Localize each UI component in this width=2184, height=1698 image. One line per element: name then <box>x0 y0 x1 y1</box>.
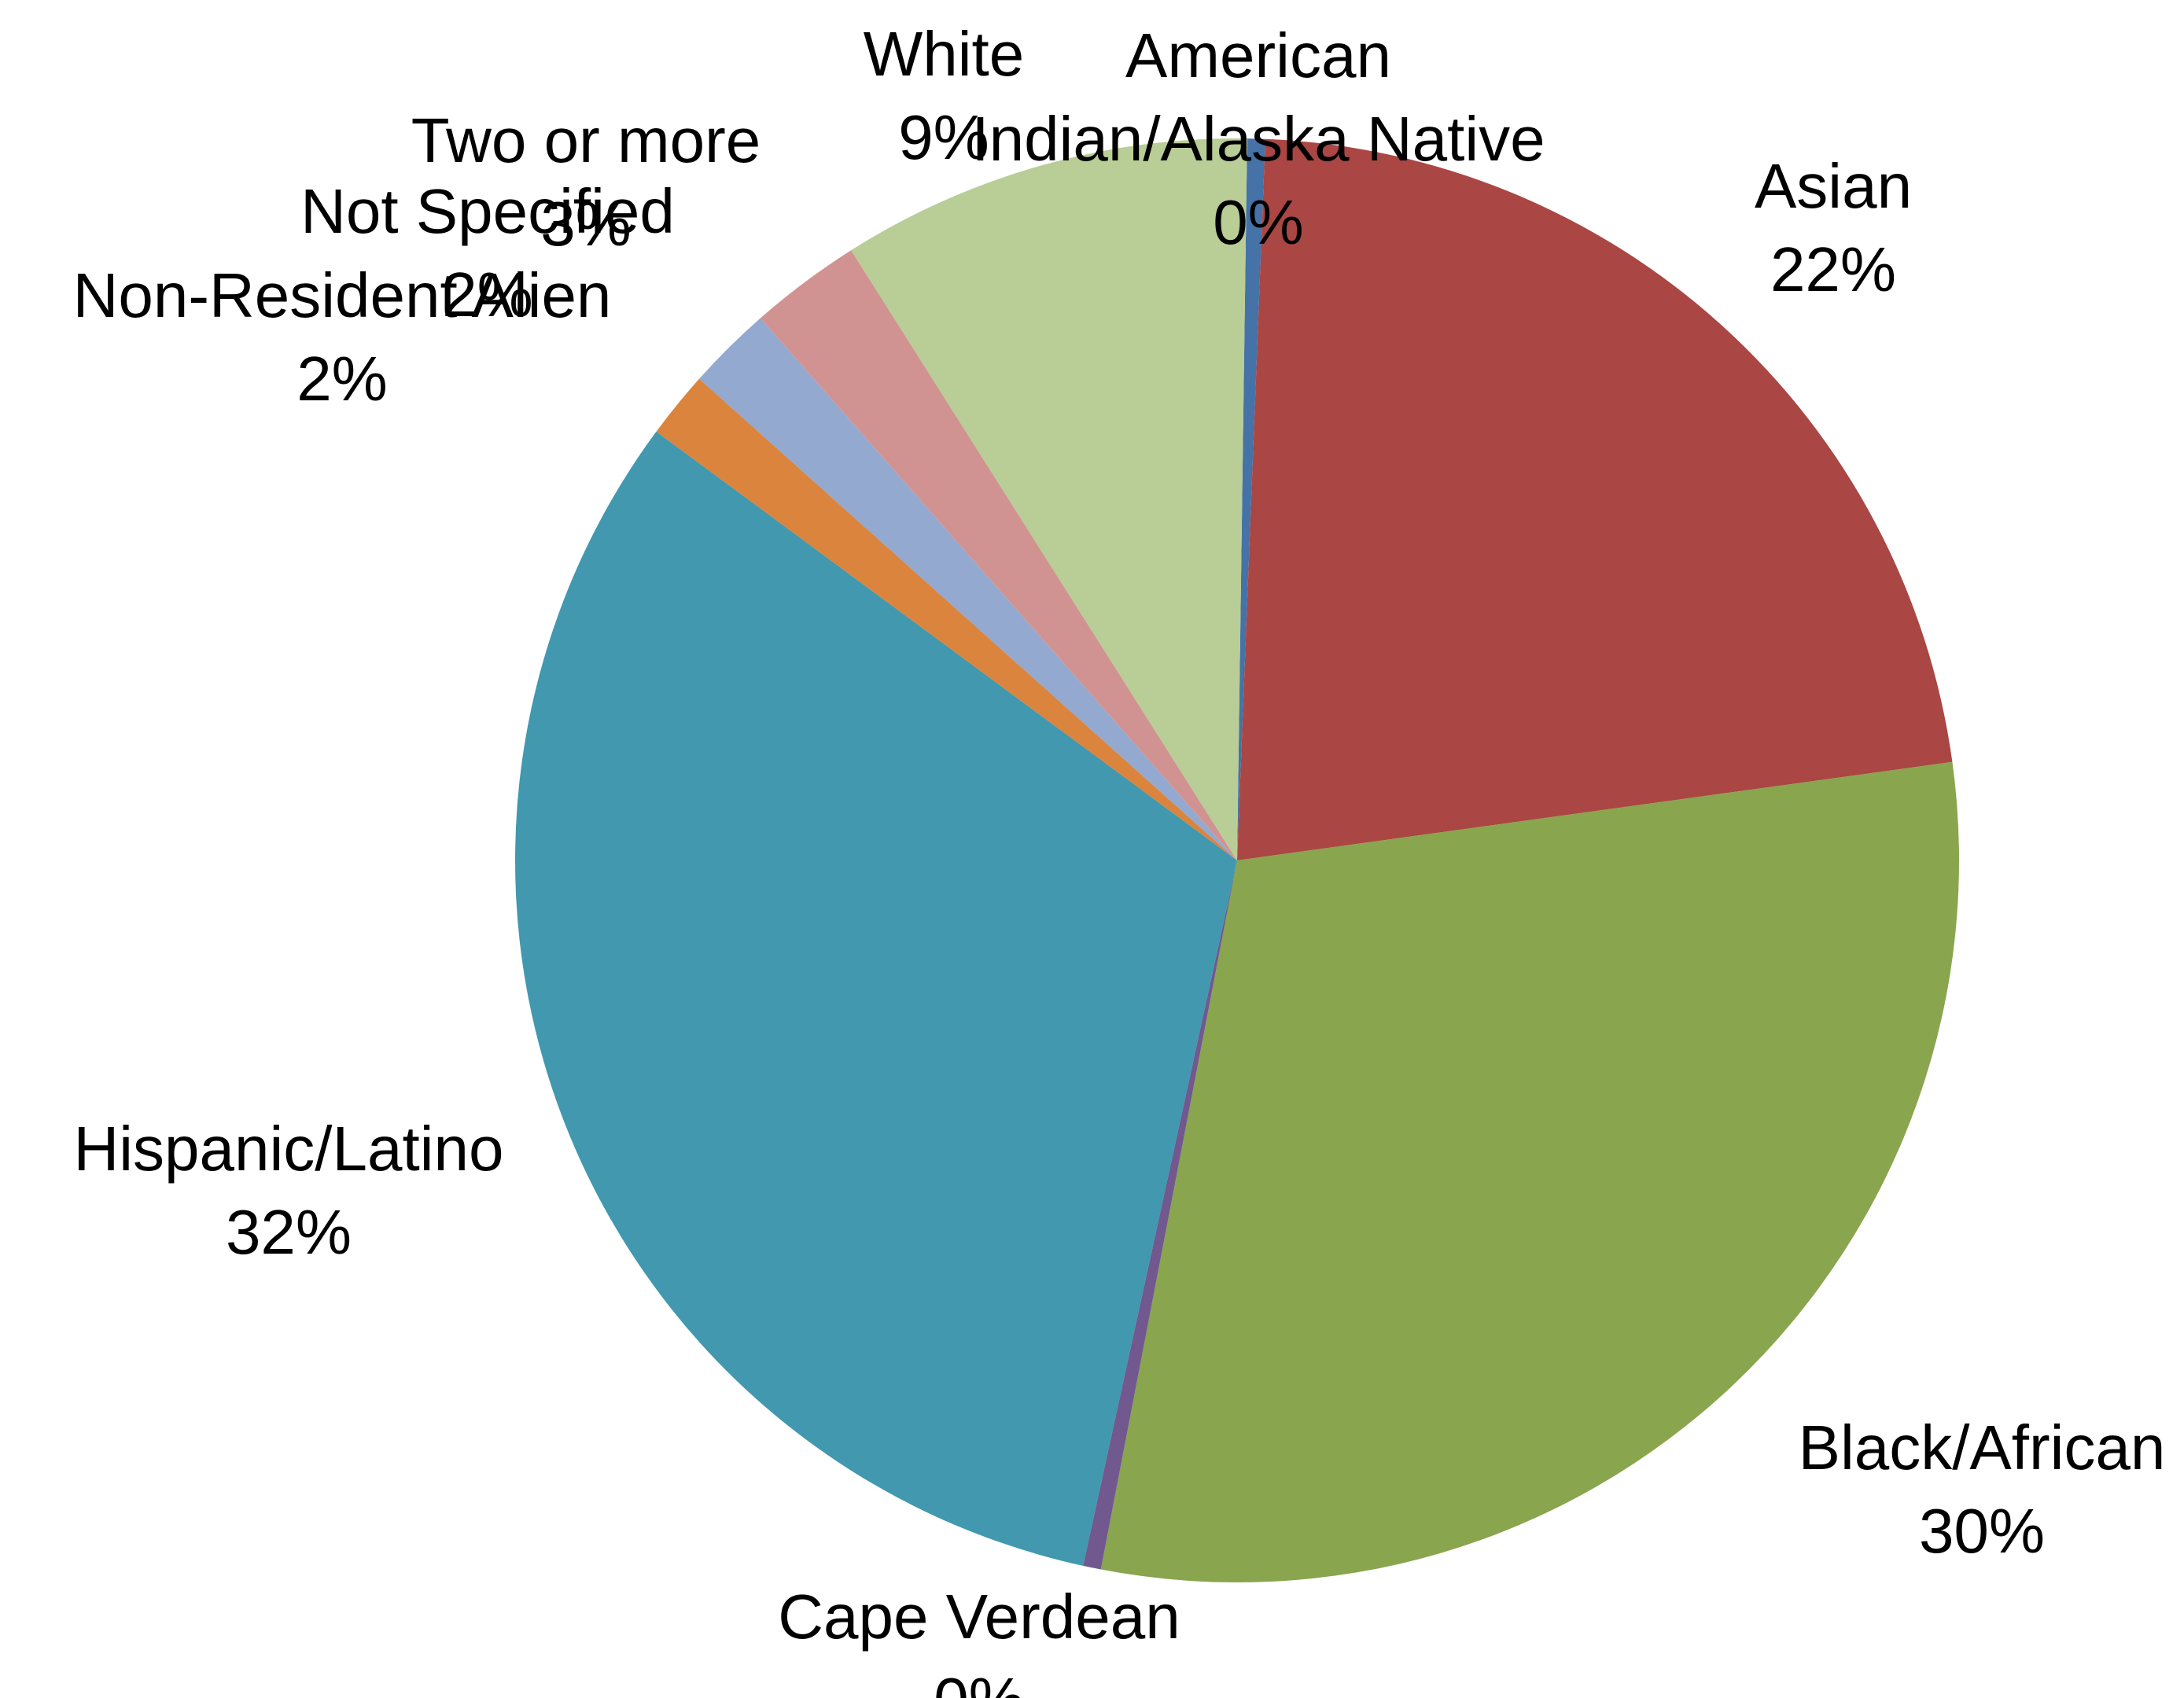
data-label-category: White <box>864 19 1025 89</box>
pie-slices <box>515 138 1960 1583</box>
pie-slice-0 <box>1237 138 1265 861</box>
pie-slice-4 <box>515 431 1237 1566</box>
data-label-8: White 9% <box>864 19 1025 172</box>
data-label-category: Hispanic/Latino <box>74 1114 504 1184</box>
data-label-percent: 30% <box>1919 1496 2045 1566</box>
data-label-0: American Indian/Alaska Native 0% <box>971 20 1545 257</box>
data-label-category: Not Specified <box>300 176 675 246</box>
data-label-category: Cape Verdean <box>778 1582 1180 1652</box>
data-label-category: Two or more <box>411 105 761 175</box>
pie-slice-6 <box>699 318 1237 860</box>
data-label-5: Non-Resident Alien 2% <box>73 260 612 414</box>
data-label-category: Asian <box>1755 151 1912 221</box>
pie-slice-2 <box>1100 761 1960 1583</box>
pie-slice-5 <box>656 378 1237 860</box>
pie-slice-7 <box>760 250 1237 861</box>
data-label-percent: 0% <box>934 1665 1025 1698</box>
data-label-percent: 32% <box>226 1197 352 1267</box>
pie-slice-3 <box>1083 860 1237 1570</box>
data-label-percent: 9% <box>898 102 989 172</box>
data-label-4: Hispanic/Latino 32% <box>74 1114 504 1267</box>
data-label-percent: 2% <box>442 260 533 330</box>
data-label-category: Black/African <box>1799 1413 2166 1483</box>
data-label-percent: 0% <box>1213 187 1304 257</box>
pie-slice-8 <box>851 138 1247 861</box>
pie-slice-1 <box>1237 138 1953 860</box>
pie-labels: American Indian/Alaska Native 0% Asian 22% Bl… <box>73 19 2166 1698</box>
data-label-percent: 2% <box>296 344 388 414</box>
data-label-category: Indian/Alaska Native <box>971 104 1545 174</box>
data-label-1: Asian 22% <box>1755 151 1912 304</box>
data-label-2: Black/African 30% <box>1799 1413 2166 1566</box>
data-label-7: Two or more 3% <box>411 105 761 259</box>
data-label-category: Non-Resident Alien <box>73 260 612 330</box>
data-label-percent: 22% <box>1770 234 1896 304</box>
data-label-category: American <box>1125 20 1391 90</box>
data-label-6: Not Specified 2% <box>300 176 675 330</box>
data-label-percent: 3% <box>540 189 632 259</box>
data-label-3: Cape Verdean 0% <box>778 1582 1180 1698</box>
